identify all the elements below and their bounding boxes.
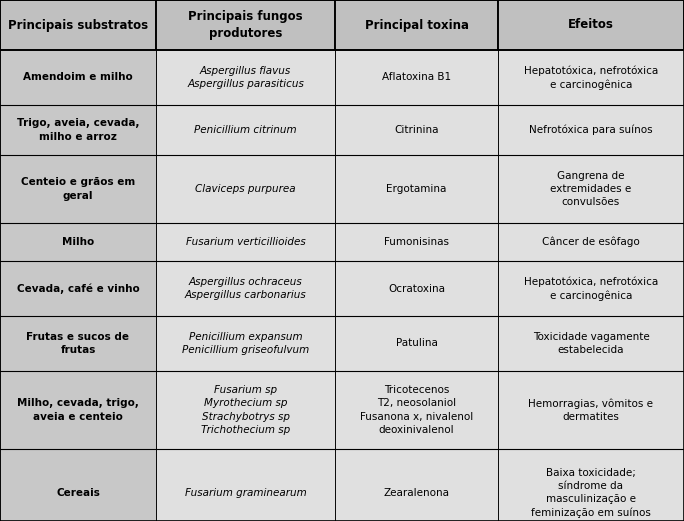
Bar (156, 105, 335, 155)
Text: Aspergillus ochraceus
Aspergillus carbonarius: Aspergillus ochraceus Aspergillus carbon… (185, 277, 306, 300)
Text: Citrinina: Citrinina (394, 125, 439, 135)
Bar (335, 0, 498, 50)
Bar (0, 316, 156, 371)
Text: Aspergillus flavus
Aspergillus parasiticus: Aspergillus flavus Aspergillus parasitic… (187, 66, 304, 89)
Text: Zearalenona: Zearalenona (384, 488, 449, 498)
Bar (156, 155, 335, 223)
Bar (156, 50, 335, 105)
Bar (498, 316, 684, 371)
Bar (0, 261, 156, 316)
Text: Cereais: Cereais (56, 488, 100, 498)
Bar (335, 261, 498, 316)
Text: Milho: Milho (62, 237, 94, 247)
Text: Fusarium verticillioides: Fusarium verticillioides (185, 237, 306, 247)
Bar (335, 449, 498, 521)
Text: Penicillium expansum
Penicillium griseofulvum: Penicillium expansum Penicillium griseof… (182, 332, 309, 355)
Bar (498, 223, 684, 261)
Text: Trigo, aveia, cevada,
milho e arroz: Trigo, aveia, cevada, milho e arroz (16, 118, 140, 142)
Bar (335, 50, 498, 105)
Text: Fusarium graminearum: Fusarium graminearum (185, 488, 306, 498)
Bar (156, 449, 335, 521)
Bar (0, 371, 156, 449)
Text: Fumonisinas: Fumonisinas (384, 237, 449, 247)
Text: Hepatotóxica, nefrotóxica
e carcinogênica: Hepatotóxica, nefrotóxica e carcinogênic… (524, 65, 658, 90)
Text: Milho, cevada, trigo,
aveia e centeio: Milho, cevada, trigo, aveia e centeio (17, 399, 139, 421)
Text: Gangrena de
extremidades e
convulsões: Gangrena de extremidades e convulsões (551, 171, 631, 207)
Text: Fusarium sp
Myrothecium sp
Strachybotrys sp
Trichothecium sp: Fusarium sp Myrothecium sp Strachybotrys… (201, 385, 290, 435)
Text: Aflatoxina B1: Aflatoxina B1 (382, 72, 451, 82)
Bar (156, 316, 335, 371)
Bar (498, 449, 684, 521)
Bar (498, 0, 684, 50)
Text: Ergotamina: Ergotamina (386, 184, 447, 194)
Bar (498, 105, 684, 155)
Bar (156, 223, 335, 261)
Text: Ocratoxina: Ocratoxina (388, 283, 445, 293)
Text: Frutas e sucos de
frutas: Frutas e sucos de frutas (27, 332, 129, 355)
Bar (0, 105, 156, 155)
Bar (335, 316, 498, 371)
Text: Centeio e grãos em
geral: Centeio e grãos em geral (21, 177, 135, 201)
Bar (0, 155, 156, 223)
Bar (498, 371, 684, 449)
Text: Claviceps purpurea: Claviceps purpurea (195, 184, 296, 194)
Text: Cevada, café e vinho: Cevada, café e vinho (16, 283, 140, 294)
Text: Principais fungos
produtores: Principais fungos produtores (188, 10, 303, 40)
Text: Hepatotóxica, nefrotóxica
e carcinogênica: Hepatotóxica, nefrotóxica e carcinogênic… (524, 276, 658, 301)
Text: Câncer de esôfago: Câncer de esôfago (542, 237, 640, 247)
Bar (0, 50, 156, 105)
Text: Penicillium citrinum: Penicillium citrinum (194, 125, 297, 135)
Text: Patulina: Patulina (395, 339, 438, 349)
Text: Principal toxina: Principal toxina (365, 19, 469, 31)
Text: Principais substratos: Principais substratos (8, 19, 148, 31)
Bar (156, 371, 335, 449)
Bar (156, 0, 335, 50)
Bar (498, 261, 684, 316)
Bar (335, 155, 498, 223)
Bar (0, 449, 156, 521)
Text: Tricotecenos
T2, neosolaniol
Fusanona x, nivalenol
deoxinivalenol: Tricotecenos T2, neosolaniol Fusanona x,… (360, 385, 473, 435)
Bar (498, 50, 684, 105)
Text: Baixa toxicidade;
síndrome da
masculinização e
feminização em suínos: Baixa toxicidade; síndrome da masculiniz… (531, 468, 651, 518)
Text: Efeitos: Efeitos (568, 19, 614, 31)
Bar (335, 223, 498, 261)
Text: Hemorragias, vômitos e
dermatites: Hemorragias, vômitos e dermatites (529, 398, 653, 422)
Bar (0, 223, 156, 261)
Bar (498, 155, 684, 223)
Text: Amendoim e milho: Amendoim e milho (23, 72, 133, 82)
Text: Nefrotóxica para suínos: Nefrotóxica para suínos (529, 125, 653, 135)
Bar (335, 105, 498, 155)
Bar (156, 261, 335, 316)
Bar (335, 371, 498, 449)
Text: Toxicidade vagamente
estabelecida: Toxicidade vagamente estabelecida (533, 332, 649, 355)
Bar (0, 0, 156, 50)
